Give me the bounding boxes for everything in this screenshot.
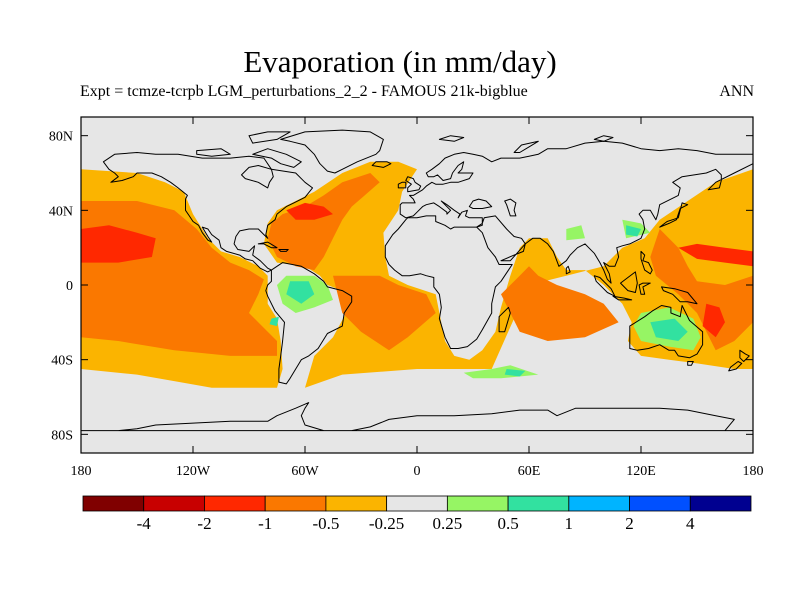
colorbar-swatch (446, 495, 509, 512)
x-tick-label: 60W (291, 464, 319, 479)
coastline-japan (659, 202, 689, 228)
field-region-9 (678, 243, 753, 267)
coastline-tasmania (687, 361, 694, 366)
coastline-australia (629, 305, 704, 359)
colorbar-label: -4 (137, 514, 152, 533)
coastline-new-zealand-n (739, 349, 750, 362)
colorbar-swatch (264, 495, 327, 512)
field-region-19 (504, 369, 526, 377)
coastline-ireland (397, 181, 407, 189)
coastline-philippines (640, 250, 653, 275)
coastline-ellesmere (248, 131, 291, 144)
field-region-4 (333, 275, 436, 351)
field-region-8 (286, 202, 333, 220)
field-region-5 (501, 266, 619, 341)
y-tick-label: 80S (51, 428, 73, 443)
colorbar: -4 -2 -1 -0.5 -0.25 0.25 0.5 1 2 4 (82, 495, 752, 533)
x-tick-label: 180 (743, 464, 764, 479)
season-label: ANN (719, 83, 754, 100)
coastline-iceland (371, 161, 392, 168)
map-title: Evaporation (in mm/day) (243, 44, 557, 79)
coastline-severnaya (593, 135, 614, 142)
colorbar-swatch (325, 495, 388, 512)
coastline-baffin-island (252, 148, 302, 168)
coastline-hispaniola (278, 249, 289, 252)
coastline-victoria-is (196, 148, 231, 157)
y-tick-label: 40S (51, 354, 73, 369)
field-region-16 (286, 281, 315, 304)
colorbar-swatch (82, 495, 145, 512)
colorbar-swatch (386, 495, 448, 512)
evaporation-field (81, 161, 753, 388)
x-tick-label: 120E (626, 464, 656, 479)
colorbar-swatch (629, 495, 691, 512)
field-region-17 (650, 318, 688, 341)
colorbar-swatch (568, 495, 630, 512)
coastline-antarctica (81, 402, 753, 432)
x-tick-label: 0 (414, 464, 421, 479)
coastlines (81, 129, 753, 432)
coastline-hudson-bay (241, 165, 274, 189)
colorbar-label: 1 (565, 514, 574, 533)
coastline-borneo (620, 271, 638, 293)
colorbar-label: -0.5 (312, 514, 339, 533)
experiment-subtitle: Expt = tcmze-tcrpb LGM_perturbations_2_2… (80, 83, 528, 100)
colorbar-swatch (143, 495, 205, 512)
coastline-south-america (265, 262, 353, 385)
field-region-3 (267, 173, 380, 271)
y-tick-label: 40N (49, 204, 73, 219)
y-tick-label: 0 (66, 279, 73, 294)
coastline-greenland (280, 129, 384, 174)
field-region-18 (626, 225, 641, 237)
field-region-10 (702, 303, 725, 338)
colorbar-swatch (204, 495, 266, 512)
coastline-africa-eurasia (384, 140, 753, 349)
coastline-new-guinea (661, 286, 698, 305)
x-tick-label: 180 (71, 464, 92, 479)
coastline-sulawesi (638, 282, 651, 295)
colorbar-label: 4 (686, 514, 695, 533)
colorbar-label: 0.5 (497, 514, 518, 533)
coastline-black-sea (468, 198, 493, 209)
colorbar-label: -1 (258, 514, 272, 533)
coastline-cuba (257, 241, 278, 249)
colorbar-swatch (689, 495, 752, 512)
x-tick-label: 60E (518, 464, 541, 479)
coastline-sri-lanka (565, 265, 571, 275)
colorbar-swatch (507, 495, 570, 512)
y-tick-label: 80N (49, 130, 73, 145)
coastline-great-britain (405, 176, 422, 193)
colorbar-label: -0.25 (369, 514, 404, 533)
field-region-7 (81, 225, 156, 263)
coastline-novaya-zemlya (513, 140, 539, 153)
field-region-20 (269, 316, 279, 327)
coastline-new-zealand-s (728, 361, 743, 372)
coastline-caspian (504, 198, 517, 217)
field-region-15 (566, 225, 585, 241)
colorbar-label: -2 (197, 514, 211, 533)
field-region-6 (650, 229, 753, 351)
coastline-java (612, 295, 633, 301)
coastline-madagascar (498, 306, 511, 333)
x-tick-label: 120W (176, 464, 211, 479)
axis-ticks: 180 120W 60W 0 60E 120E 180 80N 40N 0 40S 80S (49, 117, 764, 479)
colorbar-label: 0.25 (433, 514, 463, 533)
colorbar-label: 2 (625, 514, 634, 533)
coastline-svalbard (438, 135, 465, 142)
